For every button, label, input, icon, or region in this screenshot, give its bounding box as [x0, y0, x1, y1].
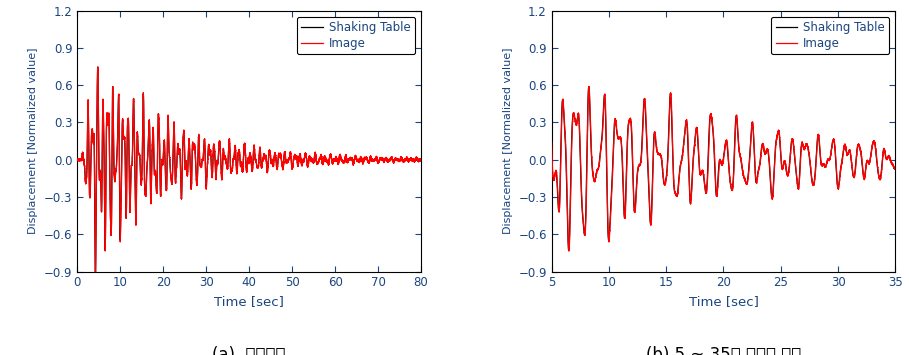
Text: (b) 5 ~ 35초 사이의 응답: (b) 5 ~ 35초 사이의 응답	[646, 346, 801, 355]
Image	[104, 130, 115, 134]
Image	[489, 157, 500, 162]
Line: Shaking Table: Shaking Table	[494, 67, 909, 280]
Shaking Table	[93, 65, 104, 69]
Y-axis label: Displacement [Normalized value]: Displacement [Normalized value]	[28, 48, 38, 234]
Image	[304, 159, 315, 163]
Shaking Table	[489, 158, 500, 162]
Shaking Table	[366, 157, 377, 162]
Shaking Table	[229, 152, 240, 156]
Image	[100, 246, 111, 251]
Image	[544, 65, 554, 69]
Shaking Table	[283, 158, 294, 163]
Shaking Table	[100, 248, 111, 252]
Image	[93, 65, 104, 69]
Image	[537, 279, 548, 283]
Image	[415, 158, 426, 162]
Shaking Table	[564, 248, 574, 252]
Image	[574, 130, 585, 134]
X-axis label: Time [sec]: Time [sec]	[688, 295, 758, 308]
X-axis label: Time [sec]: Time [sec]	[215, 295, 285, 308]
Line: Image: Image	[77, 67, 421, 281]
Image	[564, 246, 574, 251]
Shaking Table	[908, 152, 909, 156]
Shaking Table	[104, 137, 115, 142]
Shaking Table	[90, 278, 101, 283]
Image	[908, 153, 909, 157]
Y-axis label: Displacement [Normalized value]: Displacement [Normalized value]	[503, 48, 513, 234]
Text: (a)  시간이력: (a) 시간이력	[213, 346, 286, 355]
Shaking Table	[304, 157, 315, 161]
Line: Shaking Table: Shaking Table	[77, 67, 421, 280]
Legend: Shaking Table, Image: Shaking Table, Image	[771, 17, 890, 54]
Shaking Table	[537, 278, 548, 283]
Image	[283, 159, 294, 163]
Image	[90, 279, 101, 283]
Shaking Table	[415, 158, 426, 162]
Legend: Shaking Table, Image: Shaking Table, Image	[296, 17, 415, 54]
Line: Image: Image	[494, 67, 909, 281]
Shaking Table	[574, 137, 585, 142]
Image	[229, 153, 240, 157]
Image	[366, 157, 377, 161]
Shaking Table	[72, 158, 83, 162]
Image	[72, 157, 83, 162]
Shaking Table	[544, 65, 554, 69]
